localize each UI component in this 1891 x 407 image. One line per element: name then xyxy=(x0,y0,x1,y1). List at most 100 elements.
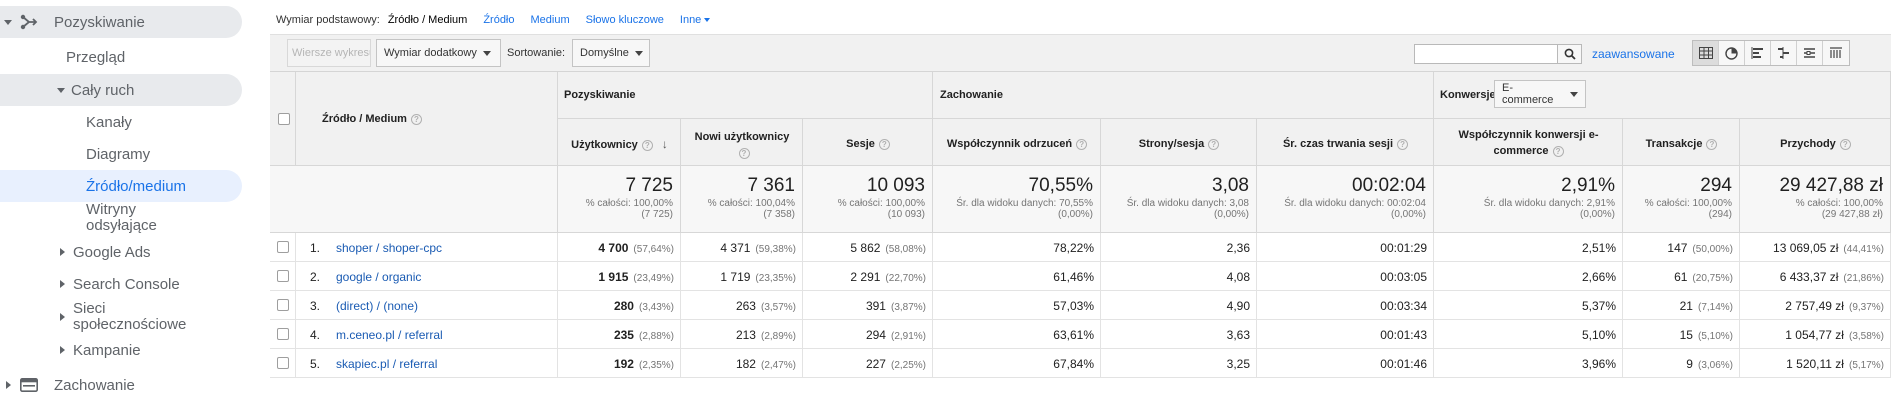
total-absolute: (294) xyxy=(1708,209,1732,220)
metric-value: 00:01:29 xyxy=(1380,241,1427,255)
row-checkbox[interactable] xyxy=(277,357,289,369)
sort-dropdown[interactable]: Domyślne xyxy=(572,39,650,67)
primary-dimension-bar: Wymiar podstawowy: Źródło / Medium Źródł… xyxy=(276,12,711,28)
table-cell xyxy=(1257,320,1434,349)
metric-value: 2,36 xyxy=(1226,241,1250,255)
metric-value: 1 054,77 zł xyxy=(1785,328,1844,342)
help-icon[interactable]: ? xyxy=(1076,138,1088,150)
nav-channels[interactable]: Kanały xyxy=(86,106,132,138)
help-icon[interactable]: ? xyxy=(1397,138,1409,150)
source-medium-link[interactable]: m.ceneo.pl / referral xyxy=(336,328,443,342)
nav-behavior[interactable]: Zachowanie xyxy=(0,369,242,401)
view-pie-button[interactable] xyxy=(1719,41,1745,65)
metric-value: 00:01:46 xyxy=(1380,357,1427,371)
table-search-input[interactable] xyxy=(1414,44,1558,64)
dimension-link-keyword[interactable]: Słowo kluczowe xyxy=(585,14,664,26)
metric-cell: 3,96% xyxy=(1434,357,1616,371)
help-icon[interactable]: ? xyxy=(410,113,422,125)
nav-all-traffic-label: Cały ruch xyxy=(71,81,135,99)
view-pivot-button[interactable] xyxy=(1823,41,1849,65)
col-trans-header[interactable]: Transakcje? xyxy=(1623,136,1740,152)
nav-overview[interactable]: Przegląd xyxy=(66,41,125,73)
nav-google-ads-label: Google Ads xyxy=(73,243,151,261)
view-performance-button[interactable] xyxy=(1745,41,1771,65)
help-icon[interactable]: ? xyxy=(1706,138,1718,150)
metric-value: 15 xyxy=(1679,328,1693,342)
view-term-cloud-button[interactable] xyxy=(1797,41,1823,65)
help-icon[interactable]: ? xyxy=(738,147,750,159)
nav-google-ads[interactable]: Google Ads xyxy=(60,236,151,268)
row-checkbox[interactable] xyxy=(277,328,289,340)
dimension-header[interactable]: Źródło / Medium? xyxy=(322,113,422,125)
table-cell xyxy=(1101,262,1257,291)
metric-cell: 2,51% xyxy=(1434,241,1616,255)
metric-share: (20,75%) xyxy=(1692,273,1733,284)
col-bounce-header[interactable]: Współczynnik odrzuceń? xyxy=(933,136,1101,152)
source-medium-link[interactable]: shoper / shoper-cpc xyxy=(336,241,443,255)
metric-cell: 3,25 xyxy=(1101,357,1250,371)
plot-rows-button[interactable]: Wiersze wykresu xyxy=(287,39,371,67)
metric-cell: 61 (20,75%) xyxy=(1623,270,1733,284)
help-icon[interactable]: ? xyxy=(878,138,890,150)
nav-referrals[interactable]: Witryny odsyłające xyxy=(86,200,176,238)
help-icon[interactable]: ? xyxy=(1839,138,1851,150)
metric-cell: 00:01:43 xyxy=(1257,328,1427,342)
metric-value: 67,84% xyxy=(1053,357,1094,371)
col-rev-header[interactable]: Przychody? xyxy=(1740,136,1891,152)
row-checkbox[interactable] xyxy=(277,270,289,282)
col-new-users-header[interactable]: Nowi użytkownicy? xyxy=(681,129,803,161)
col-pages-header[interactable]: Strony/sesja? xyxy=(1101,136,1257,152)
secondary-dimension-dropdown[interactable]: Wymiar dodatkowy xyxy=(376,39,501,67)
source-medium-link[interactable]: google / organic xyxy=(336,270,422,284)
source-medium-link[interactable]: skapiec.pl / referral xyxy=(336,357,438,371)
dimension-link-source[interactable]: Źródło xyxy=(483,14,515,26)
view-comparison-button[interactable] xyxy=(1771,41,1797,65)
chevron-right-icon xyxy=(60,248,65,256)
col-conv-header[interactable]: Współczynnik konwersji e-commerce? xyxy=(1446,127,1611,159)
metric-cell: 13 069,05 zł (44,41%) xyxy=(1740,241,1884,255)
nav-all-traffic[interactable]: Cały ruch xyxy=(0,74,242,106)
search-button[interactable] xyxy=(1558,44,1582,64)
total-share: % całości: 100,00% xyxy=(837,198,925,209)
advanced-filter-link[interactable]: zaawansowane xyxy=(1592,47,1675,61)
col-users-header[interactable]: Użytkownicy? ↓ xyxy=(558,136,681,153)
nav-acquisition[interactable]: Pozyskiwanie xyxy=(0,6,242,38)
conversion-type-dropdown[interactable]: E-commerce xyxy=(1494,80,1586,108)
help-icon[interactable]: ? xyxy=(641,139,653,151)
help-icon[interactable]: ? xyxy=(1552,145,1564,157)
nav-diagrams[interactable]: Diagramy xyxy=(86,138,150,170)
dimension-link-other[interactable]: Inne xyxy=(680,14,711,26)
metric-cell: 5,37% xyxy=(1434,299,1616,313)
row-number: 4. xyxy=(310,328,321,342)
col-rev-cell xyxy=(1740,119,1891,166)
col-sessions-header[interactable]: Sesje? xyxy=(803,136,933,152)
row-checkbox[interactable] xyxy=(277,241,289,253)
view-table-button[interactable] xyxy=(1693,41,1719,65)
table-cell xyxy=(296,320,558,349)
report-table: Źródło / Medium? Pozyskiwanie Zachowanie… xyxy=(270,72,1891,407)
dimension-link-medium[interactable]: Medium xyxy=(530,14,570,26)
nav-search-console[interactable]: Search Console xyxy=(60,268,180,300)
col-duration-header[interactable]: Śr. czas trwania sesji? xyxy=(1257,136,1434,152)
metric-share: (23,35%) xyxy=(755,273,796,284)
metric-value: 21 xyxy=(1679,299,1693,313)
nav-social[interactable]: Sieci społecznościowe xyxy=(60,298,200,336)
row-checkbox[interactable] xyxy=(277,299,289,311)
col-users-cell xyxy=(558,119,681,166)
total-share: % całości: 100,04% xyxy=(707,198,795,209)
metric-share: (2,25%) xyxy=(890,360,926,371)
help-icon[interactable]: ? xyxy=(1208,138,1220,150)
nav-campaigns[interactable]: Kampanie xyxy=(60,334,141,366)
nav-source-medium[interactable]: Źródło/medium xyxy=(0,170,242,202)
metric-share: (3,06%) xyxy=(1697,360,1733,371)
chevron-down-icon xyxy=(4,20,12,25)
col-rev-label: Przychody xyxy=(1780,138,1836,150)
select-all-checkbox[interactable] xyxy=(278,113,290,125)
total-absolute: (10 093) xyxy=(887,209,925,220)
metric-share: (3,58%) xyxy=(1848,331,1884,342)
metric-cell: 4,90 xyxy=(1101,299,1250,313)
metric-cell: 67,84% xyxy=(933,357,1094,371)
chevron-right-icon xyxy=(60,280,65,288)
source-medium-link[interactable]: (direct) / (none) xyxy=(336,299,419,313)
totals-cell xyxy=(803,166,933,233)
